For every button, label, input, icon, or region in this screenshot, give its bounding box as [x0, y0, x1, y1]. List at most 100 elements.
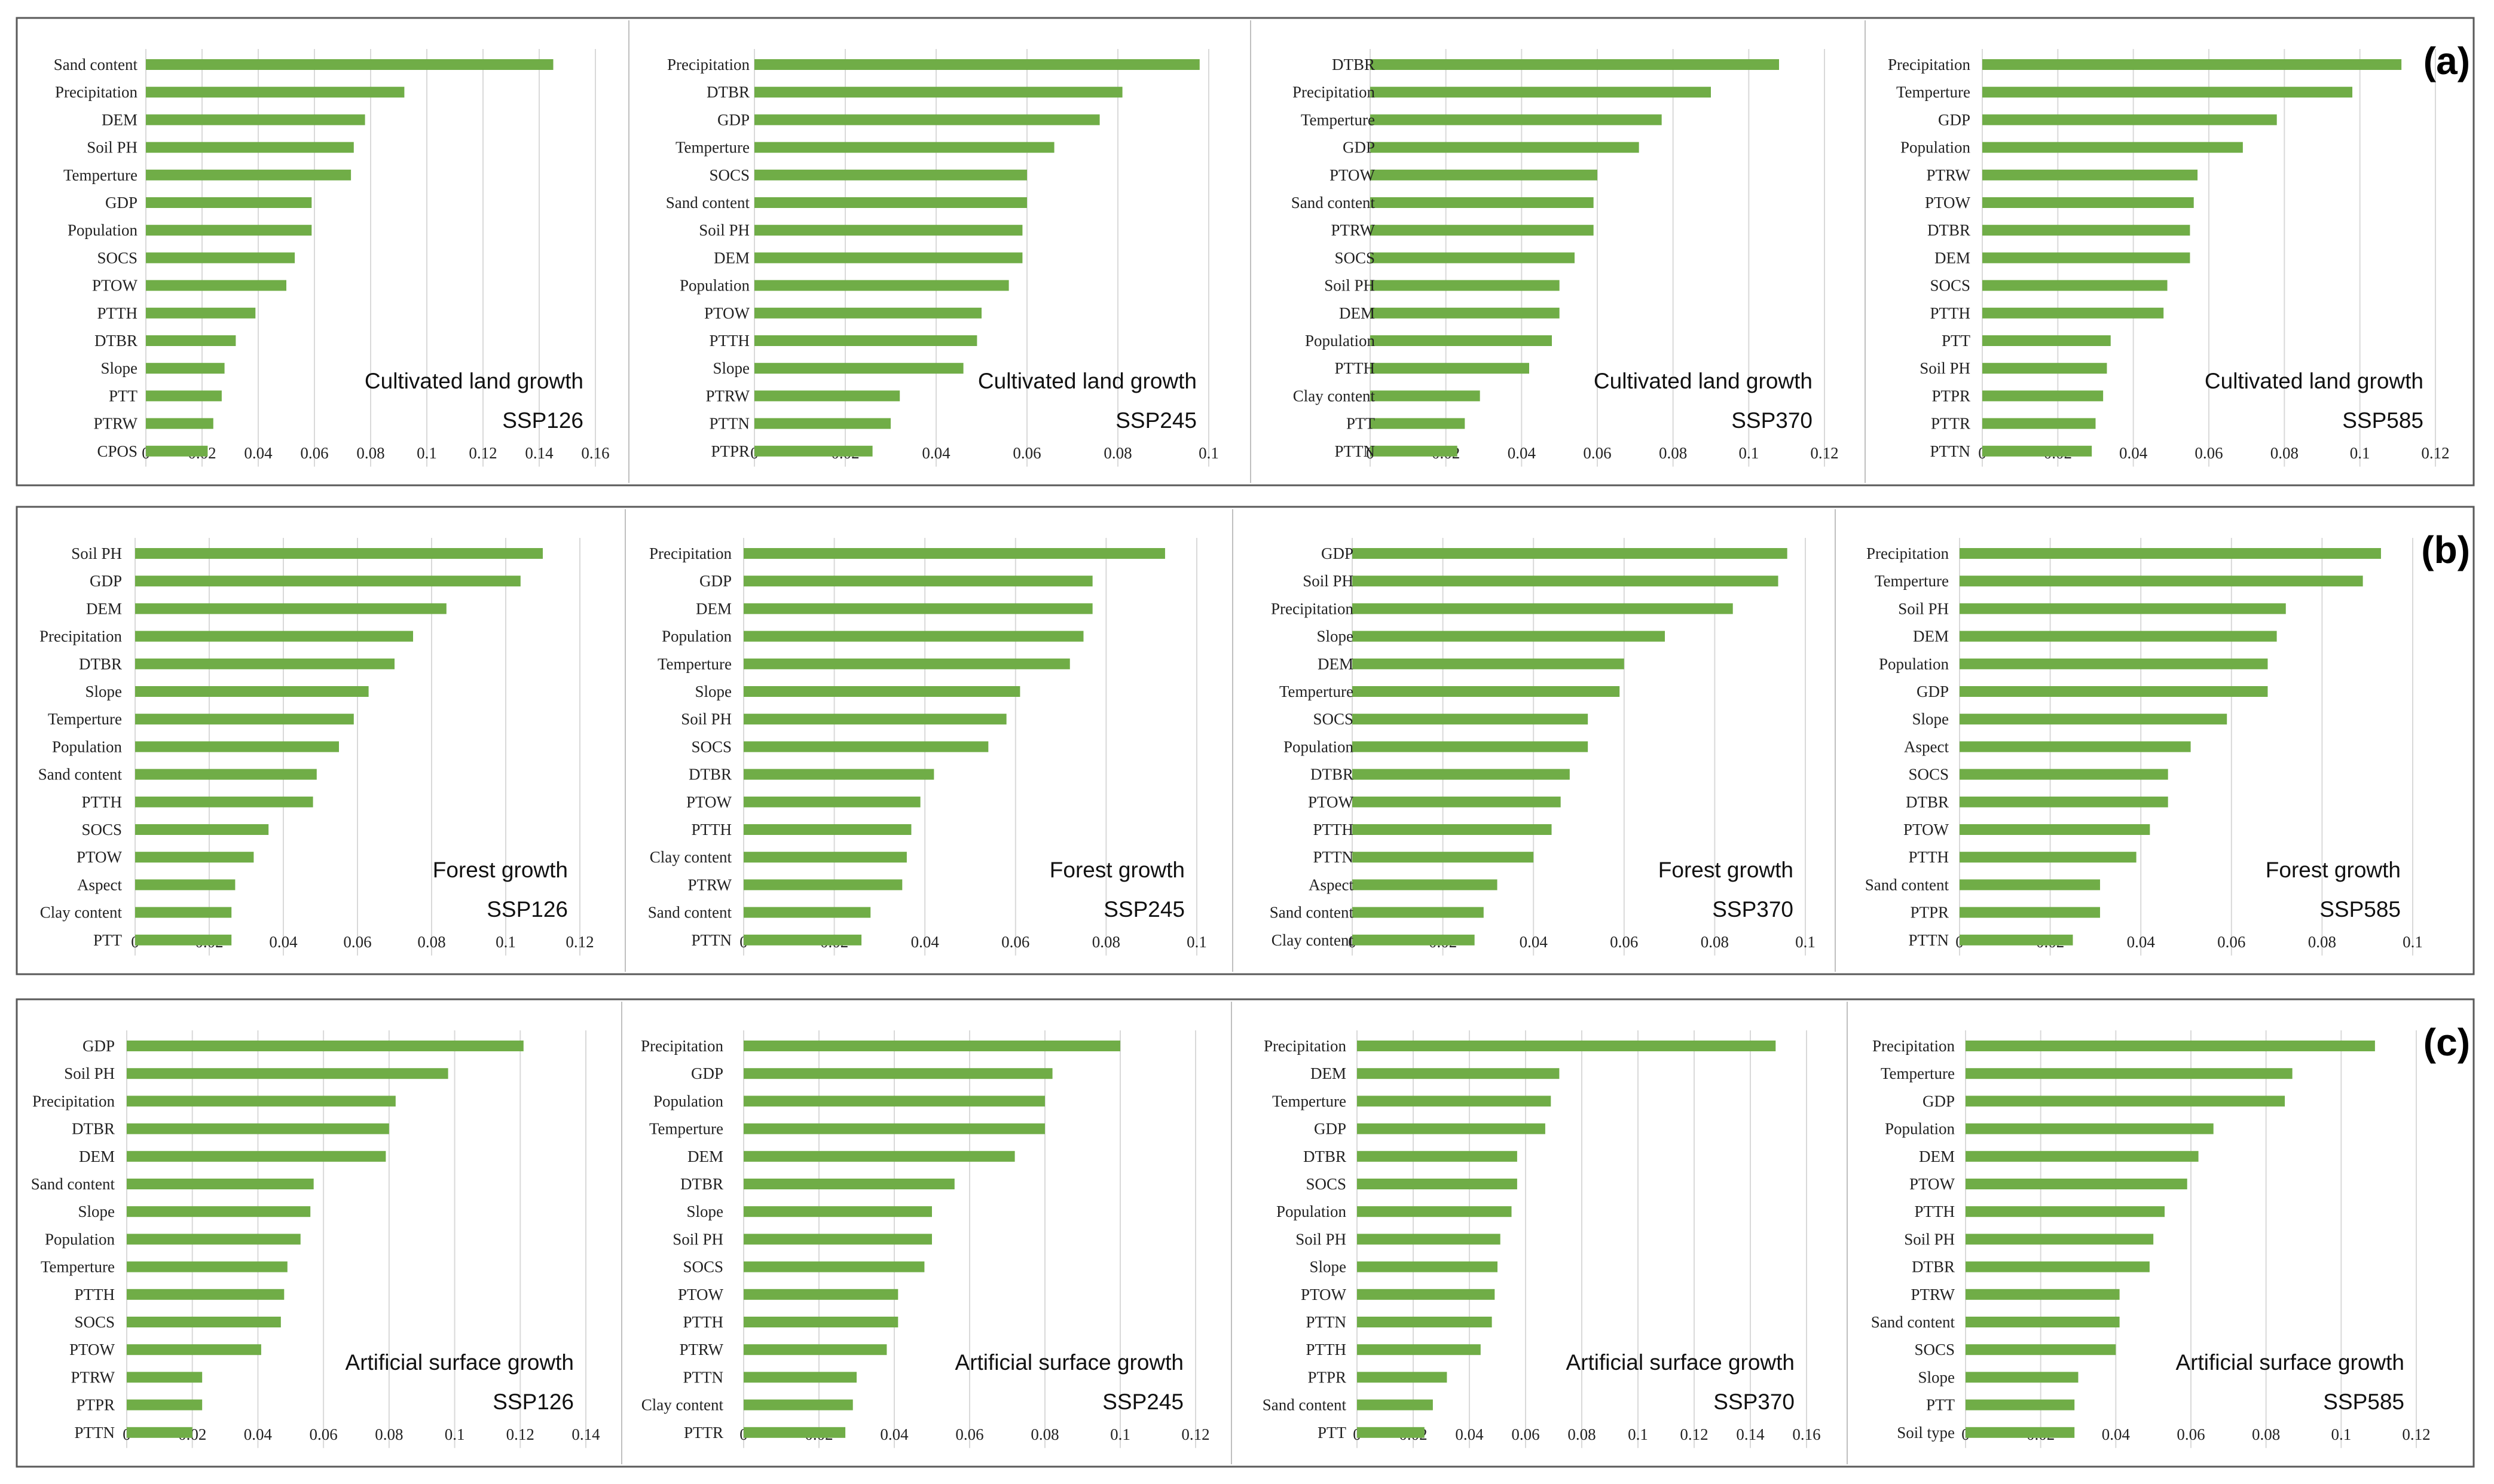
chart-3-ssp370: 00.020.040.060.080.10.120.140.16Precipit… [1263, 1030, 1821, 1448]
bar [1982, 142, 2243, 153]
chart-1-ssp585: 00.020.040.060.080.10.12PrecipitationTem… [1888, 49, 2450, 467]
bar [127, 1151, 386, 1162]
bar [1966, 1427, 2075, 1438]
bar [1370, 390, 1480, 402]
category-label: Soil PH [1324, 277, 1375, 295]
category-label: PTTH [82, 793, 123, 811]
category-label: Soil PH [1303, 572, 1353, 590]
bar [1352, 934, 1475, 946]
bar [744, 1399, 853, 1410]
category-label: PTOW [686, 793, 732, 811]
scenario-label: SSP245 [1102, 1390, 1184, 1414]
bar [127, 1096, 396, 1107]
category-label: PTTR [684, 1424, 723, 1442]
category-label: Soil PH [1295, 1230, 1346, 1248]
bar [1960, 576, 2363, 587]
bar [744, 714, 1007, 725]
bar [135, 658, 395, 669]
bar [146, 363, 225, 374]
category-label: Population [45, 1230, 115, 1248]
category-label: Slope [1918, 1368, 1955, 1386]
bar [146, 59, 554, 70]
x-tick-label: 0.1 [1110, 1425, 1130, 1443]
bar [1966, 1399, 2075, 1410]
category-label: PTT [1942, 332, 1971, 350]
category-label: GDP [90, 572, 122, 590]
bar [754, 335, 977, 346]
category-label: Sand content [1871, 1313, 1955, 1331]
x-tick-label: 0.12 [469, 444, 497, 462]
x-tick-label: 0.16 [581, 444, 609, 462]
category-label: DTBR [707, 83, 750, 101]
chart-title: Cultivated land growth [365, 369, 583, 393]
category-label: PTRW [1926, 166, 1970, 184]
category-label: Clay content [641, 1396, 724, 1414]
x-tick-label: 0.14 [571, 1425, 600, 1443]
bar [146, 114, 365, 126]
bar [1966, 1317, 2120, 1327]
bar [135, 686, 369, 697]
x-tick-label: 0.06 [1610, 933, 1638, 951]
category-label: Precipitation [641, 1037, 723, 1055]
bar [1966, 1289, 2120, 1300]
category-label: PTRW [1911, 1286, 1955, 1304]
x-tick-label: 0.04 [2127, 933, 2156, 951]
category-label: Clay content [1293, 387, 1376, 405]
category-label: PTTN [1909, 931, 1949, 949]
category-label: Precipitation [667, 56, 750, 74]
bar [127, 1317, 281, 1327]
bar [127, 1068, 448, 1079]
x-tick-label: 0.06 [2195, 444, 2223, 462]
bar [1370, 418, 1465, 429]
bar [1982, 59, 2402, 70]
bar [1982, 225, 2190, 236]
category-label: PTOW [77, 848, 123, 866]
scenario-label: SSP585 [2342, 408, 2423, 433]
x-tick-label: 0.08 [1659, 444, 1687, 462]
chart-title: Cultivated land growth [2205, 369, 2423, 393]
category-label: SOCS [1914, 1341, 1955, 1358]
category-label: SOCS [74, 1313, 115, 1331]
bar [744, 631, 1084, 642]
category-label: Slope [713, 359, 750, 377]
category-label: Clay content [40, 904, 123, 922]
category-label: Clay content [650, 848, 732, 866]
bar [127, 1234, 301, 1245]
x-tick-label: 0.04 [2119, 444, 2148, 462]
category-label: PTOW [1308, 793, 1354, 811]
category-label: DTBR [1310, 766, 1353, 784]
bar [146, 142, 354, 153]
chart-title: Forest growth [2266, 858, 2401, 882]
category-label: PTTH [1313, 821, 1354, 839]
category-label: PTT [1926, 1396, 1955, 1414]
bar [744, 1096, 1045, 1107]
category-label: PTRW [679, 1341, 723, 1358]
x-tick-label: 0.1 [2331, 1425, 2351, 1443]
bar [1982, 335, 2111, 346]
bar [744, 658, 1070, 669]
bar [127, 1041, 524, 1051]
category-label: GDP [691, 1064, 723, 1082]
bar [1352, 714, 1588, 725]
bar [1370, 59, 1779, 70]
x-tick-label: 0.12 [1181, 1425, 1209, 1443]
scenario-label: SSP585 [2319, 897, 2401, 922]
bar [1960, 603, 2286, 614]
bar [744, 1206, 932, 1217]
panel-label: (c) [2423, 1021, 2470, 1064]
bar [1357, 1372, 1447, 1383]
category-label: Population [68, 221, 138, 239]
scenario-label: SSP245 [1115, 408, 1197, 433]
category-label: Soil PH [64, 1064, 115, 1082]
bar [1357, 1344, 1481, 1356]
x-tick-label: 0.12 [566, 933, 594, 951]
category-label: PTRW [705, 387, 750, 405]
category-label: DEM [1934, 249, 1970, 267]
bar [146, 418, 213, 429]
bar [744, 934, 862, 946]
bar [1357, 1261, 1497, 1272]
bar [1966, 1206, 2165, 1217]
bar [1370, 445, 1457, 457]
bar [1966, 1123, 2214, 1134]
